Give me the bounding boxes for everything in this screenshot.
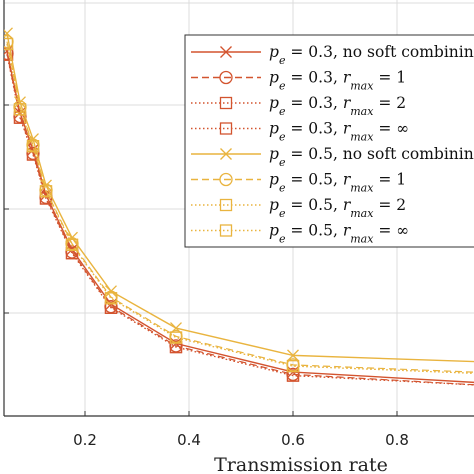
- legend-entry: pe = 0.5, rmax = ∞: [191, 222, 409, 246]
- legend-marker: [220, 46, 232, 58]
- legend-marker: [219, 96, 233, 110]
- legend-marker: [219, 198, 233, 212]
- data-point: [104, 301, 118, 314]
- series-line: [6, 43, 474, 374]
- legend-marker: [219, 70, 233, 85]
- legend-label: pe = 0.3, rmax = 1: [269, 69, 406, 93]
- data-point: [104, 292, 118, 305]
- series-4: [4, 48, 474, 386]
- legend-marker: [219, 122, 233, 135]
- x-tick-label: 0.6: [281, 431, 305, 449]
- series-line: [6, 54, 474, 386]
- data-point: [169, 340, 183, 354]
- series-8: [4, 37, 474, 374]
- legend-label: pe = 0.5, rmax = 2: [269, 196, 406, 220]
- legend-label: pe = 0.5, no soft combinin: [269, 145, 474, 169]
- legend-marker: [219, 172, 233, 187]
- axes: 0.2 0.4 0.6 0.8: [3, 0, 474, 449]
- legend-marker: [219, 224, 233, 237]
- data-point: [26, 148, 40, 161]
- data-point: [26, 140, 40, 153]
- legend-entry: pe = 0.5, rmax = 2: [191, 196, 406, 220]
- legend-entry: pe = 0.3, rmax = 1: [191, 69, 406, 93]
- legend-entry: pe = 0.3, no soft combinin: [191, 43, 474, 67]
- legend-entry: pe = 0.5, no soft combinin: [191, 145, 474, 169]
- legend-label: pe = 0.3, rmax = ∞: [269, 120, 409, 144]
- data-point: [4, 37, 14, 51]
- legend-marker: [220, 148, 232, 160]
- x-tick-label: 0.8: [385, 431, 409, 449]
- series-line: [6, 41, 474, 373]
- data-point: [13, 103, 27, 116]
- x-axis-title: Transmission rate: [214, 454, 388, 474]
- data-point: [169, 331, 183, 344]
- data-point: [39, 185, 53, 198]
- legend-label: pe = 0.5, rmax = 1: [269, 171, 406, 195]
- data-point: [286, 369, 300, 382]
- legend-entry: pe = 0.5, rmax = 1: [191, 171, 406, 195]
- legend-box: [184, 34, 474, 248]
- data-point: [65, 247, 79, 260]
- legend-label: pe = 0.5, rmax = ∞: [269, 222, 409, 246]
- data-point: [14, 96, 26, 109]
- data-point: [287, 349, 299, 362]
- x-tick-label: 0.2: [73, 431, 97, 449]
- data-point: [65, 238, 79, 251]
- series-group: [4, 27, 474, 386]
- data-point: [39, 192, 53, 205]
- legend-label: pe = 0.3, no soft combinin: [269, 43, 474, 67]
- legend-entry: pe = 0.3, rmax = ∞: [191, 120, 409, 144]
- x-tick-label: 0.4: [177, 431, 201, 449]
- data-point: [286, 359, 300, 373]
- legend-entry: pe = 0.3, rmax = 2: [191, 94, 406, 118]
- legend-label: pe = 0.3, rmax = 2: [269, 94, 406, 118]
